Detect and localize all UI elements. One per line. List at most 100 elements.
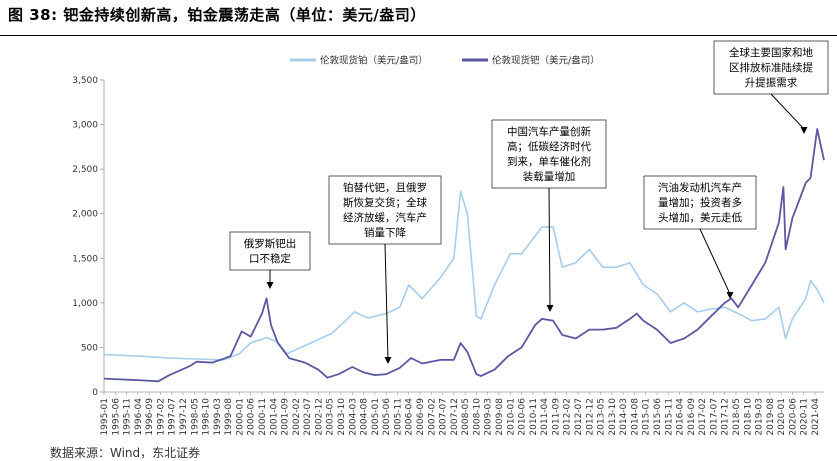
chart-axes: 0 500 1,000 1,500 2,000 2,500 3,000 3,500 1995-0… <box>72 76 824 436</box>
x-tick-label: 2015-06 <box>653 398 663 436</box>
x-tick-label: 2002-02 <box>292 398 302 436</box>
x-tick-label: 2000-06 <box>247 398 257 436</box>
chart-series <box>103 128 825 383</box>
x-tick-label: 2004-03 <box>348 398 358 436</box>
x-tick-label: 1995-01 <box>100 398 110 436</box>
annotation-text: 高；低碳经济时代 <box>507 140 591 153</box>
annotation-text: 装载量增加 <box>523 170 576 183</box>
x-tick-label: 2019-03 <box>755 398 765 436</box>
x-tick-label: 2012-07 <box>574 398 584 436</box>
x-tick-label: 2000-11 <box>258 398 268 436</box>
annotation-box <box>491 119 607 189</box>
y-tick-label: 2,000 <box>72 210 98 220</box>
x-tick-label: 2002-07 <box>303 398 313 436</box>
annotation-arrow <box>384 243 389 360</box>
x-tick-label: 2006-04 <box>405 398 415 436</box>
x-tick-label: 2016-09 <box>687 398 697 436</box>
x-tick-label: 1997-12 <box>179 398 189 436</box>
x-tick-label: 2016-04 <box>676 398 686 436</box>
x-tick-label: 2005-01 <box>371 398 381 436</box>
x-tick-label: 2013-10 <box>608 398 618 436</box>
annotation-arrowhead <box>546 305 554 312</box>
x-tick-label: 2009-03 <box>484 398 494 436</box>
annotation-arrowhead <box>384 357 392 364</box>
x-tick-label: 2018-10 <box>743 398 753 436</box>
x-tick-label: 2017-12 <box>721 398 731 436</box>
x-tick-label: 2021-04 <box>811 398 821 436</box>
x-tick-label: 2003-05 <box>326 398 336 436</box>
x-tick-label: 2001-04 <box>269 398 279 436</box>
legend-label: 伦敦现货钯（美元/盎司） <box>492 55 600 67</box>
y-tick-label: 1,000 <box>72 299 98 309</box>
x-tick-label: 2013-05 <box>597 398 607 436</box>
x-tick-label: 2008-10 <box>472 398 482 436</box>
x-tick-label: 1998-05 <box>190 398 200 436</box>
y-tick-label: 500 <box>81 343 98 353</box>
x-tick-label: 2010-01 <box>506 398 516 436</box>
x-tick-label: 2012-02 <box>563 398 573 436</box>
x-tick-label: 2005-06 <box>382 398 392 436</box>
x-tick-label: 1999-08 <box>224 398 234 436</box>
x-tick-label: 2007-02 <box>427 398 437 436</box>
x-tick-label: 2005-11 <box>393 398 403 436</box>
annotation-text: 到来，单车催化剂 <box>507 155 591 168</box>
annotation-arrow <box>770 93 805 130</box>
annotation-arrowhead <box>266 282 274 289</box>
annotation-text: 汽油发动机汽车产 <box>658 181 742 194</box>
annotation-box <box>328 175 442 245</box>
x-tick-label: 2004-08 <box>360 398 370 436</box>
annotation-text: 俄罗斯钯出 <box>244 237 297 250</box>
y-tick-label: 1,500 <box>72 254 98 264</box>
x-tick-label: 2014-08 <box>630 398 640 436</box>
x-tick-label: 2012-12 <box>585 398 595 436</box>
x-tick-label: 1995-06 <box>111 398 121 436</box>
x-tick-label: 2006-09 <box>416 398 426 436</box>
x-tick-label: 2007-07 <box>439 398 449 436</box>
annotation-arrow <box>548 187 551 308</box>
annotation-text: 量增加；投资者多 <box>658 196 742 209</box>
x-tick-label: 1998-10 <box>202 398 212 436</box>
x-tick-label: 2002-12 <box>314 398 324 436</box>
x-tick-label: 1997-07 <box>168 398 178 436</box>
line-chart: 0 500 1,000 1,500 2,000 2,500 3,000 3,500 1995-0… <box>72 40 829 436</box>
x-tick-label: 2010-06 <box>518 398 528 436</box>
x-tick-label: 2008-05 <box>461 398 471 436</box>
x-tick-label: 2019-08 <box>766 398 776 436</box>
x-tick-label: 2003-10 <box>337 398 347 436</box>
annotation-text: 销量下降 <box>364 226 406 239</box>
annotation-arrow <box>699 228 731 295</box>
y-tick-label: 2,500 <box>72 165 98 175</box>
annotation-text: 中国汽车产量创新 <box>507 125 591 138</box>
annotation-text: 升提振需求 <box>745 76 798 89</box>
x-tick-label: 2011-09 <box>551 398 561 436</box>
annotation-arrowhead <box>800 127 808 134</box>
annotation-box <box>643 175 757 230</box>
y-tick-label: 3,500 <box>72 76 98 86</box>
x-tick-label: 2017-02 <box>698 398 708 436</box>
annotation-box <box>229 231 311 271</box>
x-tick-label: 1996-04 <box>134 398 144 436</box>
x-tick-label: 2020-11 <box>800 398 810 436</box>
x-tick-label: 2017-07 <box>709 398 719 436</box>
x-tick-label: 2018-05 <box>732 398 742 436</box>
series-line <box>103 128 825 383</box>
x-tick-label: 2001-09 <box>281 398 291 436</box>
annotation-text: 经济放缓，汽车产 <box>343 211 427 224</box>
annotation-arrowhead <box>726 292 734 299</box>
annotation-text: 区排放标准陆续提 <box>729 61 813 74</box>
y-tick-label: 3,000 <box>72 121 98 131</box>
annotation-box <box>713 40 829 95</box>
annotation-text: 全球主要国家和地 <box>729 46 813 59</box>
x-tick-label: 2014-03 <box>619 398 629 436</box>
chart-legend: 伦敦现货铂（美元/盎司） 伦敦现货钯（美元/盎司） <box>290 55 600 67</box>
x-tick-label: 1999-03 <box>213 398 223 436</box>
y-tick-label: 0 <box>92 388 98 398</box>
x-tick-label: 2007-12 <box>450 398 460 436</box>
x-tick-label: 2000-01 <box>235 398 245 436</box>
legend-label: 伦敦现货铂（美元/盎司） <box>320 55 428 67</box>
x-tick-label: 1997-02 <box>156 398 166 436</box>
annotation-text: 头增加，美元走低 <box>658 211 742 224</box>
x-tick-label: 2020-01 <box>777 398 787 436</box>
x-tick-label: 2020-06 <box>788 398 798 436</box>
